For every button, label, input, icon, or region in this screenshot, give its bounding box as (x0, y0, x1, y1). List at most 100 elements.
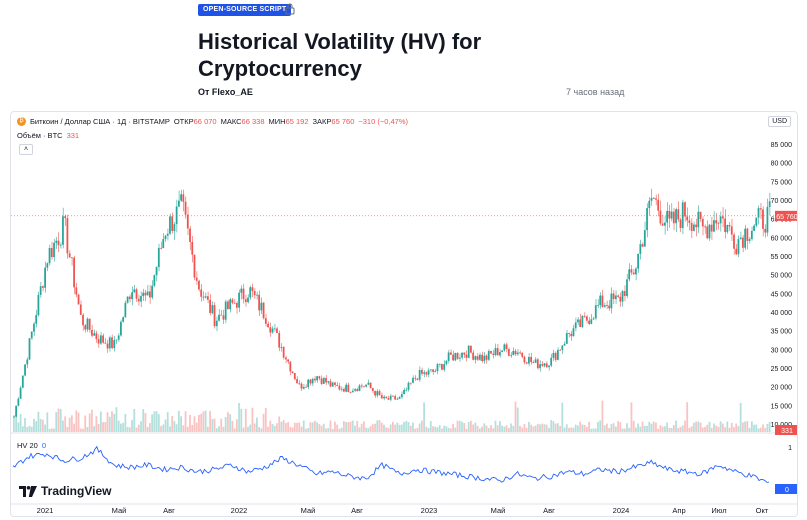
candle-body (33, 323, 35, 332)
candle-body (86, 318, 89, 330)
candle-body (721, 216, 724, 219)
volume-bar (296, 422, 298, 432)
candle-body (235, 303, 238, 308)
candle-body (663, 222, 666, 226)
candle-body (75, 287, 78, 295)
tradingview-logo[interactable]: TradingView (19, 484, 111, 498)
candle-body (133, 289, 136, 293)
ohlc-low-value: 65 192 (285, 117, 309, 126)
volume-bar (599, 420, 602, 432)
volume-bar (507, 427, 510, 432)
collapse-legend-button[interactable]: ˄ (19, 144, 33, 155)
currency-button[interactable]: USD (768, 116, 791, 127)
candle-body (503, 344, 506, 351)
lock-icon (285, 3, 295, 15)
candle-body (135, 289, 138, 299)
hv-value: 0 (41, 441, 47, 450)
candle-body (695, 224, 697, 228)
candle-body (527, 356, 530, 364)
volume-bar (561, 402, 564, 432)
volume-bar (131, 420, 133, 432)
candle-body (256, 294, 258, 296)
author-link[interactable]: От Flexo_AE (198, 87, 253, 97)
volume-bar (465, 428, 468, 432)
volume-bar (70, 415, 73, 432)
volume-bar (186, 426, 189, 432)
candle-body (227, 301, 229, 310)
volume-bar (592, 428, 595, 432)
candle-body (494, 348, 497, 355)
candle-body (443, 364, 446, 370)
candle-body (17, 398, 20, 406)
candle-body (204, 296, 207, 298)
volume-bar (62, 420, 64, 432)
candle-body (699, 211, 702, 219)
candle-body (539, 364, 541, 369)
candle-body (630, 269, 633, 273)
candle-body (445, 360, 448, 365)
candle-body (454, 352, 457, 361)
volume-bar (39, 418, 42, 432)
candle-body (378, 391, 381, 396)
candle-body (472, 352, 475, 360)
volume-bar (305, 428, 307, 432)
candle-body (345, 384, 347, 392)
volume-bar (91, 409, 93, 432)
candle-body (97, 339, 100, 344)
volume-bar (646, 425, 648, 432)
candle-body (198, 280, 200, 290)
candle-body (157, 247, 160, 268)
volume-bar (523, 423, 526, 432)
candle-body (521, 352, 524, 357)
volume-bar (293, 422, 296, 432)
open-source-badge[interactable]: OPEN-SOURCE SCRIPT (198, 4, 292, 16)
candle-body (233, 302, 236, 304)
volume-bar (184, 411, 187, 432)
symbol-name[interactable]: Биткоин / Доллар США · 1Д · BITSTAMP (30, 117, 170, 126)
volume-bar (385, 427, 388, 432)
volume-bar (759, 427, 762, 432)
volume-bar (251, 407, 254, 432)
volume-bar (144, 413, 147, 432)
volume-bar (367, 428, 370, 432)
candle-body (66, 218, 69, 254)
candle-body (688, 220, 691, 223)
volume-bar (137, 424, 140, 432)
candle-body (570, 333, 573, 337)
volume-bar (307, 428, 310, 432)
volume-bar (630, 402, 633, 432)
candle-body (251, 287, 254, 291)
candle-body (400, 394, 403, 398)
candle-body (325, 378, 327, 383)
candle-body (742, 237, 744, 248)
volume-bar (657, 428, 660, 432)
volume-bar (697, 421, 700, 432)
volume-bar (19, 414, 22, 432)
candle-body (151, 285, 154, 298)
candle-body (744, 228, 747, 248)
candle-body (737, 239, 740, 255)
volume-bar (356, 420, 359, 432)
candle-body (753, 225, 755, 231)
volume-bar (318, 424, 321, 432)
time-tick-label: 2024 (613, 506, 630, 515)
volume-bar (516, 407, 519, 432)
volume-bar (331, 428, 334, 432)
volume-bar (574, 424, 577, 432)
volume-bar (135, 427, 138, 432)
volume-bar (117, 420, 120, 432)
volume-bar (485, 425, 488, 432)
volume-bar (563, 427, 566, 432)
time-tick-label: Июл (711, 506, 726, 515)
candle-body (44, 267, 46, 288)
candle-body (175, 206, 178, 225)
candle-body (755, 217, 758, 226)
symbol-legend: ₿ Биткоин / Доллар США · 1Д · BITSTAMP О… (17, 117, 408, 126)
candle-body (418, 369, 421, 380)
volume-bar (193, 416, 196, 432)
candle-body (296, 379, 298, 384)
candle-body (713, 220, 715, 232)
